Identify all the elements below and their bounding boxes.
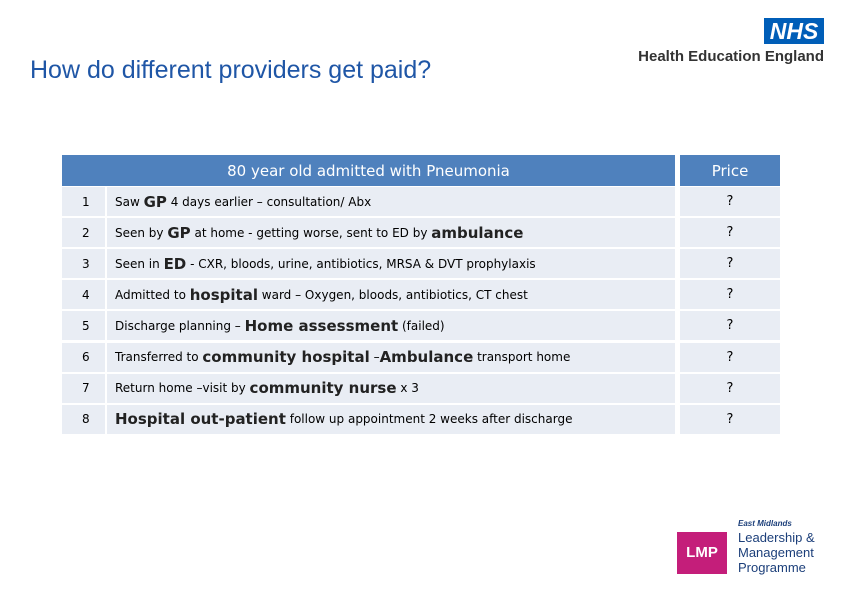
emphasis: community hospital bbox=[202, 348, 370, 367]
text: transport home bbox=[473, 350, 571, 365]
row-description: Hospital out-patient follow up appointme… bbox=[107, 404, 675, 434]
text: Saw bbox=[115, 194, 144, 209]
emphasis: community nurse bbox=[249, 379, 397, 398]
row-price: ? bbox=[680, 280, 780, 310]
emphasis: GP bbox=[143, 192, 167, 211]
row-description: Discharge planning – Home assessment (fa… bbox=[107, 311, 675, 341]
text: x 3 bbox=[396, 381, 419, 396]
text: Return home –visit by bbox=[115, 381, 250, 396]
text: Discharge planning – bbox=[115, 318, 245, 333]
text: follow up appointment 2 weeks after disc… bbox=[285, 412, 573, 427]
row-number: 2 bbox=[62, 218, 105, 248]
emphasis: Ambulance bbox=[379, 348, 474, 367]
text: – bbox=[369, 350, 380, 365]
org-name: Health Education England bbox=[638, 48, 824, 65]
text: Seen by bbox=[115, 225, 168, 240]
slide-title: How do different providers get paid? bbox=[30, 56, 432, 84]
row-number: 8 bbox=[62, 404, 105, 434]
text: (failed) bbox=[398, 318, 445, 333]
logo-line: Leadership & bbox=[738, 530, 815, 545]
row-number: 1 bbox=[62, 187, 105, 217]
text: Seen in bbox=[115, 256, 164, 271]
row-price: ? bbox=[680, 311, 780, 341]
row-price: ? bbox=[680, 187, 780, 217]
row-description: Transferred to community hospital – Ambul… bbox=[107, 342, 675, 372]
text: at home - getting worse, sent to ED by bbox=[190, 225, 432, 240]
row-description: Seen by GP at home - getting worse, sent… bbox=[107, 218, 675, 248]
emphasis: hospital bbox=[189, 285, 258, 304]
row-number: 5 bbox=[62, 311, 105, 341]
row-number: 4 bbox=[62, 280, 105, 310]
emphasis: Home assessment bbox=[244, 316, 399, 335]
row-price: ? bbox=[680, 218, 780, 248]
row-description: Admitted to hospital ward – Oxygen, bloo… bbox=[107, 280, 675, 310]
row-description: Saw GP 4 days earlier – consultation/ Ab… bbox=[107, 187, 675, 217]
text: ward – Oxygen, bloods, antibiotics, CT c… bbox=[257, 287, 528, 302]
row-price: ? bbox=[680, 342, 780, 372]
table-header: 80 year old admitted with Pneumonia bbox=[62, 155, 675, 186]
row-number: 3 bbox=[62, 249, 105, 279]
row-number: 6 bbox=[62, 342, 105, 372]
emphasis: GP bbox=[167, 223, 191, 242]
logo-line: Management bbox=[738, 545, 814, 560]
logo-line: Programme bbox=[738, 560, 806, 575]
text: - CXR, bloods, urine, antibiotics, MRSA … bbox=[186, 256, 536, 271]
text: Admitted to bbox=[115, 287, 190, 302]
row-number: 7 bbox=[62, 373, 105, 403]
logo-region: East Midlands bbox=[738, 519, 792, 528]
row-price: ? bbox=[680, 249, 780, 279]
text: 4 days earlier – consultation/ Abx bbox=[166, 194, 372, 209]
row-price: ? bbox=[680, 404, 780, 434]
text: Transferred to bbox=[115, 350, 203, 365]
emphasis: Hospital out-patient bbox=[115, 410, 286, 429]
emphasis: ED bbox=[163, 254, 187, 273]
row-description: Return home –visit by community nurse x … bbox=[107, 373, 675, 403]
lmp-logo: LMP bbox=[677, 532, 727, 574]
row-price: ? bbox=[680, 373, 780, 403]
row-description: Seen in ED - CXR, bloods, urine, antibio… bbox=[107, 249, 675, 279]
nhs-logo: NHS bbox=[764, 18, 824, 44]
emphasis: ambulance bbox=[431, 223, 524, 242]
price-header: Price bbox=[680, 155, 780, 186]
